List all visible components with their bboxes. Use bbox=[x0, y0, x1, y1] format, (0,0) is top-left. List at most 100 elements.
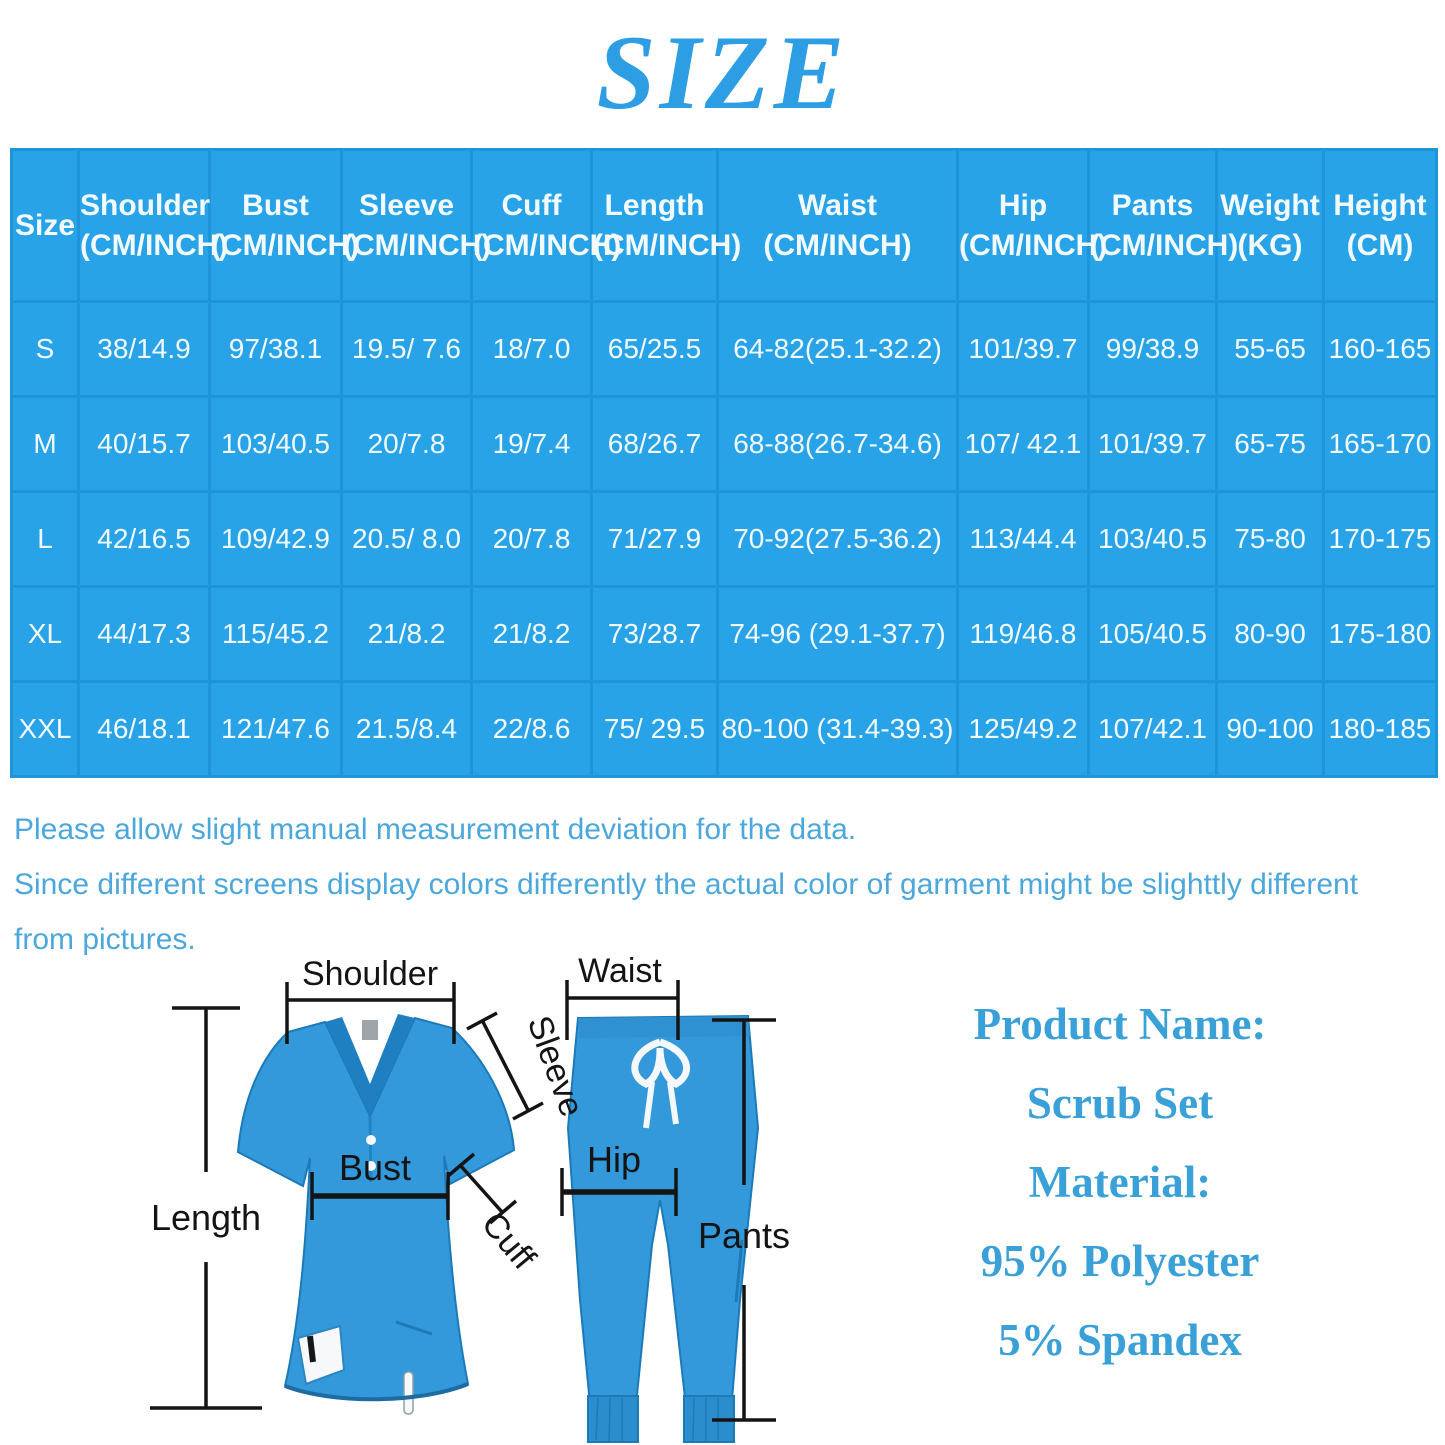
table-cell: 74-96 (29.1-37.7) bbox=[716, 585, 959, 683]
pen-in-pocket bbox=[307, 1335, 316, 1363]
garment-diagram-svg: Shoulder Sleeve Bust Cuff Length Waist H… bbox=[150, 952, 790, 1443]
material-value-2: 5% Spandex bbox=[998, 1315, 1242, 1365]
table-cell: 19/7.4 bbox=[470, 395, 593, 493]
length-label: Length bbox=[151, 1197, 261, 1238]
page-title: SIZE bbox=[596, 14, 849, 131]
drawstring-tails bbox=[643, 1081, 679, 1129]
table-cell: 46/18.1 bbox=[77, 680, 211, 778]
waist-label: Waist bbox=[578, 952, 662, 990]
table-cell: 71/27.9 bbox=[590, 490, 719, 588]
table-cell: 107/42.1 bbox=[1087, 680, 1218, 778]
table-cell: 180-185 bbox=[1322, 680, 1438, 778]
cuff-ribbing bbox=[595, 1397, 719, 1443]
column-header-size: Size bbox=[10, 148, 80, 303]
row-label: XXL bbox=[10, 680, 80, 778]
table-cell: 80-100 (31.4-39.3) bbox=[716, 680, 959, 778]
zipper-pull bbox=[403, 1371, 414, 1415]
table-row-s: S 38/14.9 97/38.1 19.5/ 7.6 18/7.0 65/25… bbox=[10, 300, 1438, 398]
bust-label: Bust bbox=[339, 1147, 411, 1188]
table-cell: 121/47.6 bbox=[208, 680, 343, 778]
table-cell: 22/8.6 bbox=[470, 680, 593, 778]
placket-seam bbox=[368, 1115, 373, 1183]
column-header-cuff: Cuff (CM/INCH) bbox=[470, 148, 621, 303]
table-cell: 80-90 bbox=[1215, 585, 1325, 683]
material-heading: Material: bbox=[1028, 1157, 1212, 1207]
table-header-row: Size Shoulder (CM/INCH) Bust (CM/INCH) Sle… bbox=[10, 148, 1438, 303]
table-row-xl: XL 44/17.3 115/45.2 21/8.2 21/8.2 73/28.… bbox=[10, 585, 1438, 683]
cuff-tick bbox=[488, 1199, 518, 1225]
scrub-top-vneck bbox=[325, 1014, 415, 1116]
button bbox=[366, 1135, 376, 1145]
table-cell: 113/44.4 bbox=[956, 490, 1090, 588]
table-cell: 101/39.7 bbox=[1087, 395, 1218, 493]
pocket-slant-seam bbox=[395, 1320, 433, 1336]
table-cell: 125/49.2 bbox=[956, 680, 1090, 778]
shoulder-label: Shoulder bbox=[302, 955, 438, 993]
table-cell: 109/42.9 bbox=[208, 490, 343, 588]
table-cell: 65/25.5 bbox=[590, 300, 719, 398]
column-header-sleeve: Sleeve (CM/INCH) bbox=[340, 148, 491, 303]
table-cell: 20/7.8 bbox=[470, 490, 593, 588]
table-cell: 107/ 42.1 bbox=[956, 395, 1090, 493]
table-cell: 18/7.0 bbox=[470, 300, 593, 398]
table-cell: 55-65 bbox=[1215, 300, 1325, 398]
table-cell: 115/45.2 bbox=[208, 585, 343, 683]
row-label: L bbox=[10, 490, 80, 588]
column-header-pants: Pants (CM/INCH) bbox=[1087, 148, 1238, 303]
table-cell: 42/16.5 bbox=[77, 490, 211, 588]
table-cell: 64-82(25.1-32.2) bbox=[716, 300, 959, 398]
table-cell: 38/14.9 bbox=[77, 300, 211, 398]
table-cell: 170-175 bbox=[1322, 490, 1438, 588]
table-cell: 68-88(26.7-34.6) bbox=[716, 395, 959, 493]
table-cell: 19.5/ 7.6 bbox=[340, 300, 473, 398]
table-cell: 44/17.3 bbox=[77, 585, 211, 683]
product-name-heading: Product Name: bbox=[973, 999, 1267, 1049]
column-header-shoulder: Shoulder (CM/INCH) bbox=[77, 148, 228, 303]
table-cell: 165-170 bbox=[1322, 395, 1438, 493]
side-pocket-seam bbox=[734, 1239, 744, 1303]
column-header-waist: Waist (CM/INCH) bbox=[716, 148, 959, 303]
table-cell: 90-100 bbox=[1215, 680, 1325, 778]
cuff-label: Cuff bbox=[474, 1205, 543, 1277]
pants-label: Pants bbox=[698, 1215, 790, 1256]
button bbox=[366, 1161, 376, 1171]
row-label: M bbox=[10, 395, 80, 493]
hip-label: Hip bbox=[587, 1139, 641, 1180]
measurement-notes: Please allow slight manual measurement d… bbox=[14, 802, 1431, 967]
column-header-height: Height (CM) bbox=[1322, 148, 1438, 303]
drawstring-bow bbox=[631, 1038, 691, 1089]
table-cell: 119/46.8 bbox=[956, 585, 1090, 683]
neck-tag bbox=[362, 1020, 378, 1040]
material-value-1: 95% Polyester bbox=[980, 1236, 1260, 1286]
table-cell: 103/40.5 bbox=[208, 395, 343, 493]
scrub-top-illustration bbox=[236, 1014, 516, 1415]
column-header-length: Length (CM/INCH) bbox=[590, 148, 741, 303]
column-header-bust: Bust (CM/INCH) bbox=[208, 148, 359, 303]
size-table: Size Shoulder (CM/INCH) Bust (CM/INCH) Sle… bbox=[10, 148, 1438, 778]
table-cell: 68/26.7 bbox=[590, 395, 719, 493]
table-cell: 20/7.8 bbox=[340, 395, 473, 493]
note-line-2: Since different screens display colors d… bbox=[14, 868, 1359, 956]
table-cell: 40/15.7 bbox=[77, 395, 211, 493]
measurement-diagram: Shoulder Sleeve Bust Cuff Length Waist H… bbox=[0, 945, 1445, 1445]
table-cell: 20.5/ 8.0 bbox=[340, 490, 473, 588]
table-cell: 103/40.5 bbox=[1087, 490, 1218, 588]
table-cell: 21.5/8.4 bbox=[340, 680, 473, 778]
table-cell: 21/8.2 bbox=[470, 585, 593, 683]
table-cell: 101/39.7 bbox=[956, 300, 1090, 398]
measurement-marks bbox=[150, 980, 776, 1422]
sleeve-measure-line bbox=[480, 1019, 530, 1111]
table-cell: 21/8.2 bbox=[340, 585, 473, 683]
sleeve-tick bbox=[466, 1011, 498, 1031]
row-label: S bbox=[10, 300, 80, 398]
table-row-l: L 42/16.5 109/42.9 20.5/ 8.0 20/7.8 71/2… bbox=[10, 490, 1438, 588]
cuff-measure-line bbox=[458, 1163, 504, 1214]
note-line-1: Please allow slight manual measurement d… bbox=[14, 813, 857, 846]
table-cell: 175-180 bbox=[1322, 585, 1438, 683]
column-header-weight: Weight (KG) bbox=[1215, 148, 1325, 303]
table-cell: 97/38.1 bbox=[208, 300, 343, 398]
table-cell: 70-92(27.5-36.2) bbox=[716, 490, 959, 588]
product-info: Product Name: Scrub Set Material: 95% Po… bbox=[930, 985, 1310, 1380]
table-cell: 65-75 bbox=[1215, 395, 1325, 493]
